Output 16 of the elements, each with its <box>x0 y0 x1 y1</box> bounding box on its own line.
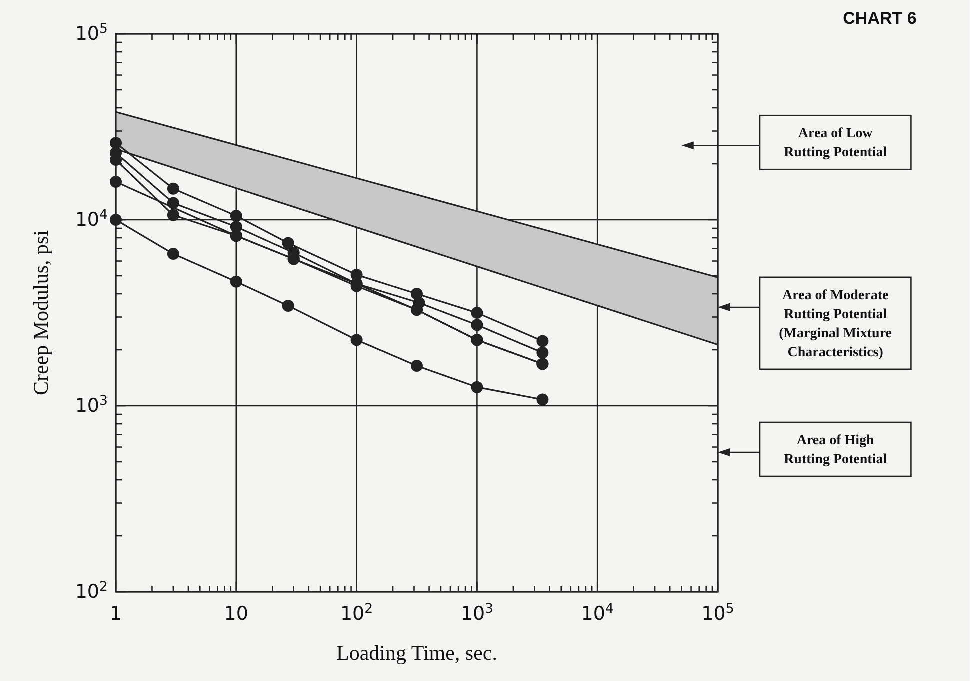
text: Area of High Rutting Potential <box>784 434 888 468</box>
x-tick-label: 10$^{4}$ <box>581 602 614 625</box>
x-tick-label: 10$^{2}$ <box>340 602 374 625</box>
text: Area of Low Rutting Potential <box>784 126 888 161</box>
y-tick-label: 10$^{3}$ <box>75 394 108 417</box>
y-axis-title: Creep Modulus, psi <box>29 230 53 396</box>
x-tick-label: 1 <box>110 603 122 625</box>
y-tick-label: 10$^{2}$ <box>75 580 108 603</box>
x-axis-title: Loading Time, sec. <box>336 641 498 665</box>
x-tick-label: 10$^{5}$ <box>702 602 734 625</box>
x-tick-label: 10 <box>224 603 248 625</box>
text: CHART 6 <box>843 9 917 28</box>
text: Area of Moderate Rutting Potential (Marginal Mixture Characteristics) <box>779 288 892 360</box>
y-tick-label: 10$^{5}$ <box>75 22 108 45</box>
x-tick-label: 10$^{3}$ <box>460 602 494 625</box>
y-tick-label: 10$^{4}$ <box>75 208 108 231</box>
